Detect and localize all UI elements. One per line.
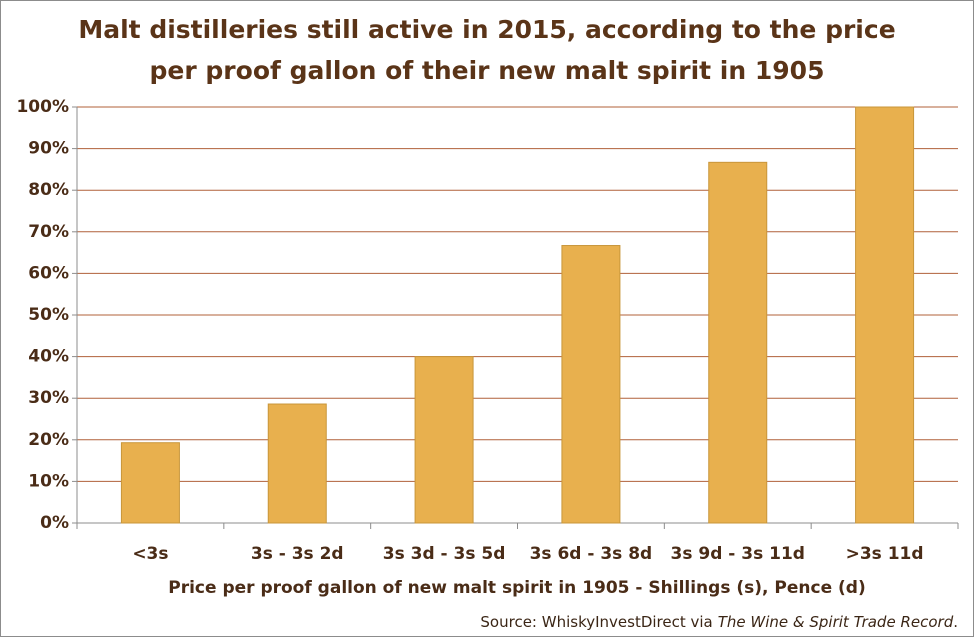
x-tick-label: 3s 9d - 3s 11d <box>671 544 805 564</box>
y-tick-label: 60% <box>28 263 69 283</box>
source-text: Source: WhiskyInvestDirect via <box>480 613 712 631</box>
bar <box>708 161 768 524</box>
x-tick-label: <3s <box>132 544 168 564</box>
y-tick-label: 80% <box>28 180 69 200</box>
y-tick-label: 40% <box>28 347 69 367</box>
x-tick-label: 3s 3d - 3s 5d <box>383 544 506 564</box>
y-tick-label: 30% <box>28 388 69 408</box>
chart-title: per proof gallon of their new malt spiri… <box>150 56 825 85</box>
y-tick-label: 10% <box>28 471 69 491</box>
source: Source: WhiskyInvestDirect via The Wine &… <box>480 613 958 631</box>
x-axis-title: Price per proof gallon of new malt spiri… <box>168 578 865 598</box>
x-tick-label: 3s - 3s 2d <box>251 544 344 564</box>
y-tick-label: 70% <box>28 222 69 242</box>
chart-title: Malt distilleries still active in 2015, … <box>78 15 895 44</box>
source-italic: The Wine & Spirit Trade Record <box>718 613 954 631</box>
y-tick-label: 90% <box>28 139 69 159</box>
bar <box>855 106 915 524</box>
y-tick-label: 50% <box>28 305 69 325</box>
y-tick-label: 100% <box>16 97 69 117</box>
source-suffix: . <box>953 613 958 631</box>
bar <box>120 442 180 524</box>
y-tick-label: 20% <box>28 430 69 450</box>
bar <box>414 356 474 524</box>
bar <box>561 245 621 524</box>
y-tick-label: 0% <box>40 513 69 533</box>
bar <box>267 403 327 524</box>
x-tick-label: 3s 6d - 3s 8d <box>530 544 653 564</box>
x-tick-label: >3s 11d <box>846 544 924 564</box>
